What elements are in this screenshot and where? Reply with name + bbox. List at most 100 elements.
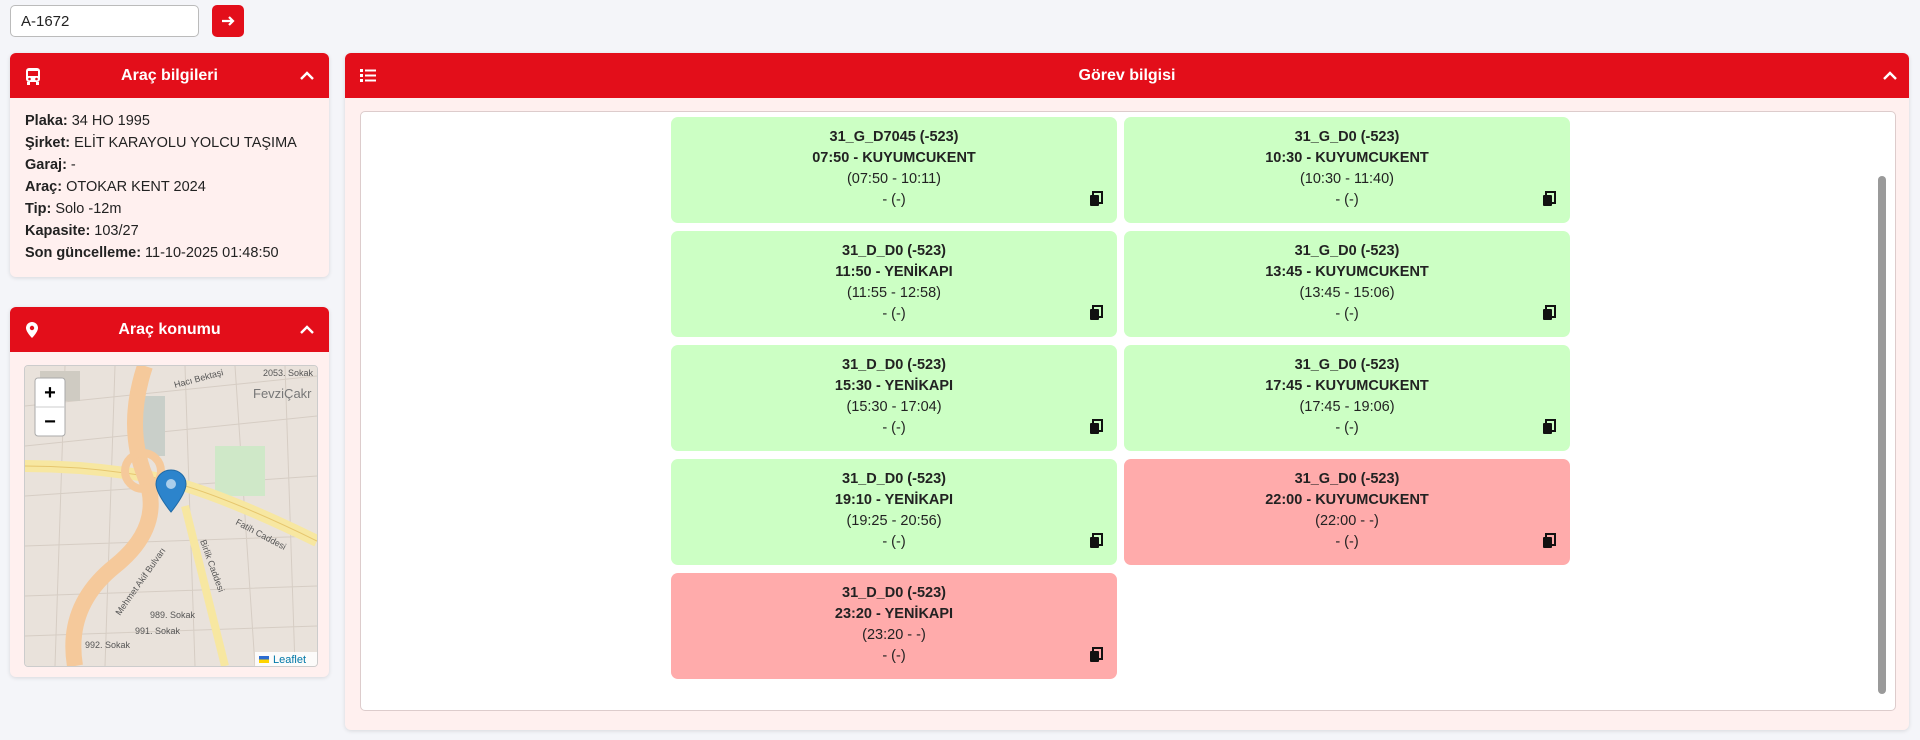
info-label: Son güncelleme:	[25, 245, 142, 261]
search-button[interactable]	[212, 5, 244, 37]
copy-icon[interactable]	[1089, 533, 1103, 549]
task-card: 31_D_D0 (-523) 23:20 - YENİKAPI (23:20 - -…	[671, 573, 1117, 679]
task-line: 10:30 - KUYUMCUKENT	[1265, 150, 1429, 166]
task-range: (19:25 - 20:56)	[846, 513, 942, 529]
task-name: 31_D_D0 (-523)	[842, 243, 946, 259]
task-name: 31_G_D0 (-523)	[1294, 471, 1400, 487]
list-icon	[360, 69, 376, 82]
task-extra: - (-)	[882, 306, 906, 322]
street-label: 992. Sokak	[85, 640, 131, 650]
info-label: Tip:	[25, 201, 52, 217]
copy-icon[interactable]	[1542, 191, 1556, 207]
task-range: (11:55 - 12:58)	[846, 285, 942, 301]
task-range: (13:45 - 15:06)	[1299, 285, 1395, 301]
info-value: -	[70, 157, 76, 173]
task-line: 15:30 - YENİKAPI	[834, 378, 954, 394]
copy-icon[interactable]	[1089, 647, 1103, 663]
copy-icon[interactable]	[1542, 305, 1556, 321]
info-label: Garaj:	[25, 157, 67, 173]
copy-icon[interactable]	[1542, 533, 1556, 549]
zoom-in[interactable]: +	[44, 382, 56, 404]
bus-icon	[26, 68, 40, 85]
info-row: Tip: Solo -12m	[25, 201, 121, 217]
collapse-icon[interactable]	[299, 69, 315, 81]
info-value: OTOKAR KENT 2024	[66, 179, 206, 195]
task-extra: - (-)	[1335, 192, 1359, 208]
info-label: Kapasite:	[25, 223, 91, 239]
task-name: 31_D_D0 (-523)	[842, 585, 946, 601]
copy-icon[interactable]	[1089, 305, 1103, 321]
info-value: Solo -12m	[55, 201, 122, 217]
task-range: (17:45 - 19:06)	[1299, 399, 1395, 415]
task-range: (15:30 - 17:04)	[846, 399, 942, 415]
task-line: 07:50 - KUYUMCUKENT	[812, 150, 976, 166]
panel-title: Görev bilgisi	[1078, 67, 1176, 84]
task-name: 31_G_D0 (-523)	[1294, 129, 1400, 145]
task-line: 17:45 - KUYUMCUKENT	[1265, 378, 1429, 394]
info-row: Şirket: ELİT KARAYOLU YOLCU TAŞIMA	[25, 135, 297, 151]
task-range: (23:20 - -)	[862, 627, 926, 643]
task-extra: - (-)	[882, 648, 906, 664]
pin-icon	[26, 322, 38, 338]
task-name: 31_G_D7045 (-523)	[829, 129, 959, 145]
copy-icon[interactable]	[1089, 419, 1103, 435]
street-label: 991. Sokak	[135, 626, 181, 636]
task-name: 31_D_D0 (-523)	[842, 357, 946, 373]
task-extra: - (-)	[882, 420, 906, 436]
info-value: 103/27	[94, 223, 139, 239]
task-card: 31_G_D0 (-523) 10:30 - KUYUMCUKENT (10:30 …	[1124, 117, 1570, 223]
task-line: 13:45 - KUYUMCUKENT	[1265, 264, 1429, 280]
task-card: 31_D_D0 (-523) 11:50 - YENİKAPI (11:55 - 1…	[671, 231, 1117, 337]
task-extra: - (-)	[1335, 534, 1359, 550]
map-marker[interactable]	[155, 469, 187, 513]
collapse-icon[interactable]	[299, 323, 315, 335]
info-value: 11-10-2025 01:48:50	[145, 245, 279, 261]
task-card: 31_G_D0 (-523) 13:45 - KUYUMCUKENT (13:45 …	[1124, 231, 1570, 337]
panel-title: Araç bilgileri	[121, 67, 218, 84]
copy-icon[interactable]	[1089, 191, 1103, 207]
info-row: Kapasite: 103/27	[25, 223, 139, 239]
collapse-icon[interactable]	[1882, 69, 1898, 81]
info-value: ELİT KARAYOLU YOLCU TAŞIMA	[74, 135, 297, 151]
street-label: 989. Sokak	[150, 610, 196, 620]
vehicle-search-input[interactable]: A-1672	[10, 5, 199, 37]
map[interactable]: Fatih Caddesi Mehmet Akif Bulvarı Birlik…	[24, 365, 318, 667]
copy-icon[interactable]	[1542, 419, 1556, 435]
task-line: 11:50 - YENİKAPI	[835, 264, 953, 280]
task-name: 31_G_D0 (-523)	[1294, 357, 1400, 373]
panel-header[interactable]: Görev bilgisi	[345, 53, 1909, 98]
task-card: 31_G_D0 (-523) 22:00 - KUYUMCUKENT (22:00 …	[1124, 459, 1570, 565]
info-value: 34 HO 1995	[71, 113, 150, 129]
zoom-out[interactable]: −	[44, 411, 56, 433]
task-range: (07:50 - 10:11)	[846, 171, 942, 187]
task-card: 31_G_D0 (-523) 17:45 - KUYUMCUKENT (17:45 …	[1124, 345, 1570, 451]
panel-header[interactable]: Araç bilgileri	[10, 53, 329, 98]
info-label: Plaka:	[25, 113, 68, 129]
info-row: Plaka: 34 HO 1995	[25, 113, 150, 129]
location-panel: Araç konumu Fatih Caddesi Mehmet Akif Bu…	[10, 307, 329, 677]
scrollbar[interactable]	[1878, 176, 1886, 694]
map-attribution[interactable]: Leaflet	[273, 654, 306, 666]
info-label: Araç:	[25, 179, 63, 195]
task-panel: Görev bilgisi 31_G_D7045 (-523) 07:50 - K…	[345, 53, 1909, 730]
panel-header[interactable]: Araç konumu	[10, 307, 329, 352]
task-extra: - (-)	[882, 192, 906, 208]
task-card: 31_G_D7045 (-523) 07:50 - KUYUMCUKENT (07:…	[671, 117, 1117, 223]
task-range: (22:00 - -)	[1315, 513, 1379, 529]
place-label: FevziÇakr	[253, 386, 312, 401]
panel-title: Araç konumu	[118, 321, 221, 338]
task-line: 22:00 - KUYUMCUKENT	[1265, 492, 1429, 508]
task-name: 31_D_D0 (-523)	[842, 471, 946, 487]
info-label: Şirket:	[25, 135, 71, 151]
task-line: 19:10 - YENİKAPI	[834, 492, 954, 508]
task-line: 23:20 - YENİKAPI	[834, 606, 954, 622]
task-extra: - (-)	[882, 534, 906, 550]
task-card: 31_D_D0 (-523) 19:10 - YENİKAPI (19:25 - 2…	[671, 459, 1117, 565]
task-card: 31_D_D0 (-523) 15:30 - YENİKAPI (15:30 - 1…	[671, 345, 1117, 451]
info-row: Son güncelleme: 11-10-2025 01:48:50	[25, 245, 279, 261]
street-label: 2053. Sokak	[263, 368, 314, 378]
info-row: Garaj: -	[25, 157, 76, 173]
task-list: 31_G_D7045 (-523) 07:50 - KUYUMCUKENT (07:…	[360, 111, 1896, 711]
task-range: (10:30 - 11:40)	[1299, 171, 1395, 187]
